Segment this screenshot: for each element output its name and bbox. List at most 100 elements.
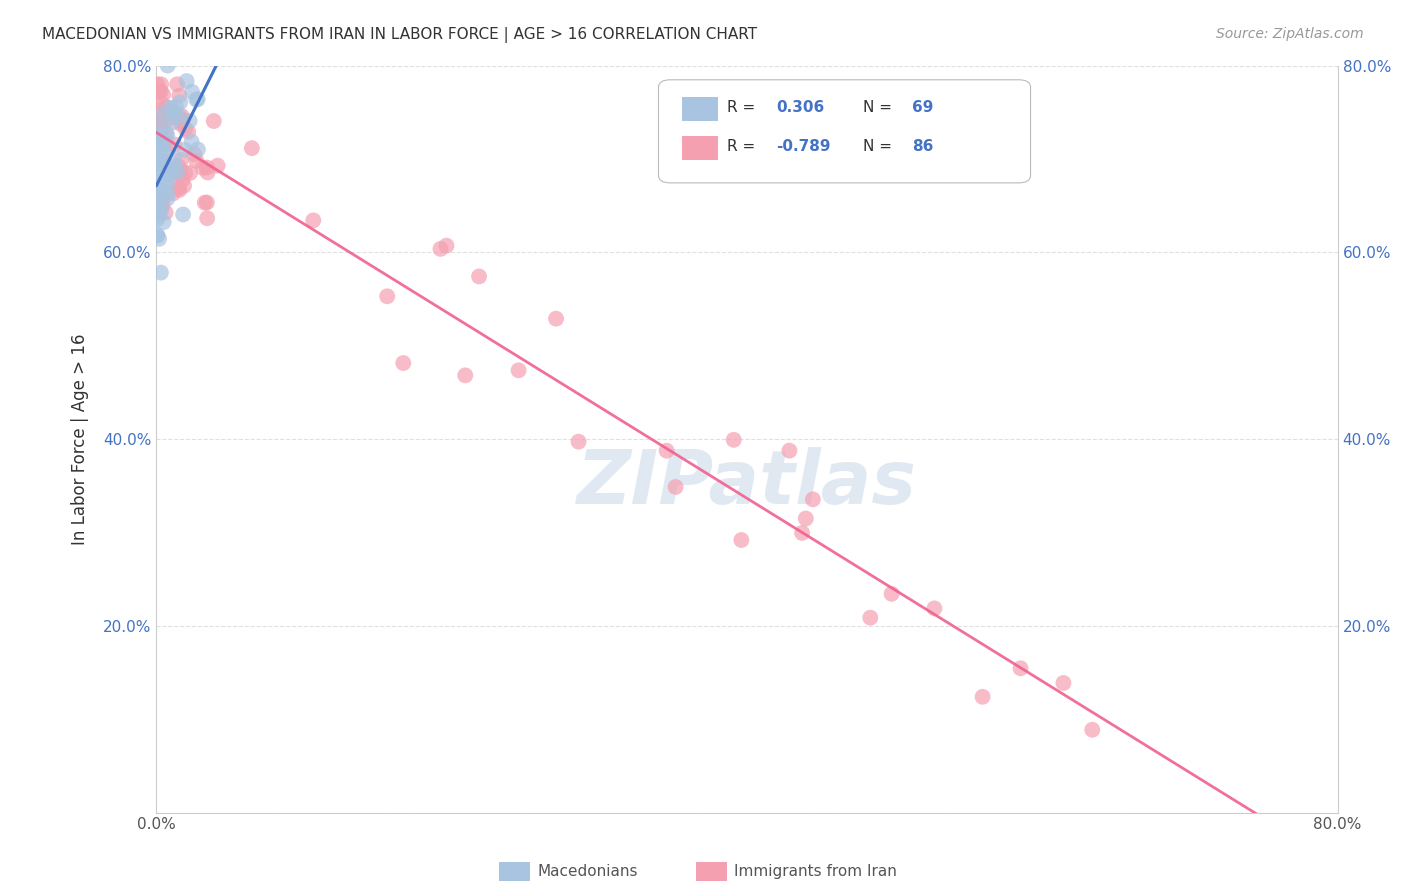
Point bbox=[179, 113, 201, 128]
Point bbox=[160, 116, 183, 130]
Point bbox=[149, 126, 172, 140]
Point bbox=[156, 59, 179, 73]
Point bbox=[174, 166, 197, 180]
Point bbox=[454, 368, 477, 383]
Text: Source: ZipAtlas.com: Source: ZipAtlas.com bbox=[1216, 27, 1364, 41]
Text: Macedonians: Macedonians bbox=[537, 864, 637, 879]
Point bbox=[148, 84, 170, 98]
Point bbox=[148, 178, 170, 192]
Point bbox=[197, 165, 219, 179]
Point bbox=[156, 128, 179, 143]
Point bbox=[150, 203, 173, 218]
Point bbox=[149, 120, 172, 135]
Point bbox=[173, 143, 195, 157]
Point bbox=[544, 311, 567, 326]
Point bbox=[167, 181, 190, 195]
Point bbox=[166, 109, 188, 123]
Point bbox=[152, 193, 174, 207]
Point bbox=[240, 141, 263, 155]
Point bbox=[186, 153, 208, 168]
Point bbox=[167, 167, 190, 181]
Text: R =: R = bbox=[727, 139, 761, 153]
Point bbox=[146, 180, 169, 194]
Point bbox=[149, 119, 172, 133]
Point bbox=[468, 269, 491, 284]
Point bbox=[148, 136, 170, 150]
Text: N =: N = bbox=[863, 100, 897, 115]
Point bbox=[160, 166, 183, 180]
Text: N =: N = bbox=[863, 139, 897, 153]
Point bbox=[181, 85, 204, 99]
Point bbox=[155, 169, 177, 183]
Point bbox=[148, 103, 170, 117]
Point bbox=[156, 192, 179, 206]
Point bbox=[156, 177, 179, 191]
Point bbox=[148, 172, 170, 186]
Point bbox=[148, 180, 170, 194]
Point bbox=[880, 587, 903, 601]
Point bbox=[149, 84, 172, 98]
Text: -0.789: -0.789 bbox=[776, 139, 831, 153]
Point bbox=[163, 106, 186, 120]
Point bbox=[195, 195, 218, 210]
Point bbox=[163, 137, 186, 152]
Point bbox=[149, 115, 172, 129]
Point bbox=[152, 137, 174, 152]
Point bbox=[172, 115, 194, 129]
Point bbox=[187, 143, 209, 157]
Point bbox=[972, 690, 994, 704]
Point bbox=[146, 227, 169, 242]
Point bbox=[146, 182, 169, 196]
Point bbox=[163, 104, 186, 119]
Point bbox=[156, 100, 179, 114]
Point bbox=[169, 95, 191, 110]
Point bbox=[155, 137, 177, 152]
Point bbox=[152, 215, 174, 229]
Point bbox=[148, 142, 170, 156]
Point bbox=[146, 132, 169, 146]
Point bbox=[723, 433, 745, 447]
Point bbox=[169, 183, 191, 197]
Point bbox=[148, 129, 170, 144]
Point bbox=[150, 199, 173, 213]
Text: ZIPatlas: ZIPatlas bbox=[576, 448, 917, 520]
Point bbox=[191, 161, 214, 175]
Point bbox=[146, 128, 169, 142]
Text: Immigrants from Iran: Immigrants from Iran bbox=[734, 864, 897, 879]
Point bbox=[186, 93, 208, 107]
Point bbox=[162, 162, 184, 177]
Point bbox=[173, 178, 195, 193]
FancyBboxPatch shape bbox=[658, 79, 1031, 183]
Point bbox=[153, 136, 176, 150]
Point bbox=[155, 130, 177, 145]
Point bbox=[187, 92, 209, 106]
Point bbox=[155, 173, 177, 187]
Bar bbox=[682, 97, 717, 121]
Text: 69: 69 bbox=[912, 100, 934, 115]
Point bbox=[148, 208, 170, 222]
Point bbox=[149, 154, 172, 169]
Point bbox=[207, 159, 229, 173]
Point bbox=[195, 161, 218, 175]
Point bbox=[169, 117, 191, 131]
Point bbox=[152, 156, 174, 170]
Point bbox=[155, 126, 177, 140]
Point bbox=[150, 161, 173, 175]
Point bbox=[152, 87, 174, 102]
Point bbox=[794, 511, 817, 525]
Point bbox=[1052, 676, 1074, 690]
Point bbox=[150, 165, 173, 179]
Point bbox=[924, 601, 946, 615]
Point bbox=[567, 434, 589, 449]
Point bbox=[149, 130, 172, 145]
Point bbox=[655, 443, 678, 458]
Point bbox=[1081, 723, 1104, 737]
Point bbox=[162, 186, 184, 201]
Point bbox=[508, 363, 530, 377]
Point bbox=[149, 157, 172, 171]
Point bbox=[152, 107, 174, 121]
Point bbox=[152, 153, 174, 168]
Point bbox=[146, 77, 169, 91]
Point bbox=[146, 182, 169, 196]
Point bbox=[163, 152, 186, 166]
